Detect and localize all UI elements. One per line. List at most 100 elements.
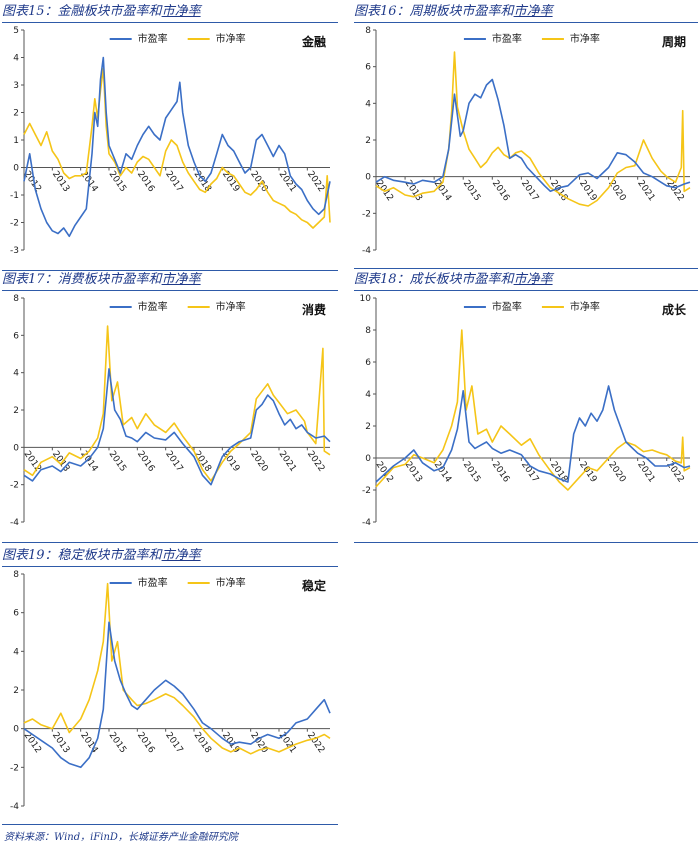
legend-label: 市净率	[216, 576, 246, 589]
chart-title-main: 金融板块市盈率和	[57, 4, 162, 19]
series-line	[375, 78, 691, 193]
x-tick-label: 2016	[490, 179, 511, 204]
chart-title-prefix: 图表16：	[354, 4, 410, 19]
legend-label: 市盈率	[138, 300, 168, 313]
y-tick-label: 5	[13, 26, 19, 36]
y-tick-label: -2	[362, 209, 371, 219]
y-tick-label: 2	[13, 686, 19, 696]
x-tick-label: 2017	[163, 169, 184, 193]
x-tick-label: 2015	[107, 449, 128, 473]
chart-title-prefix: 图表18：	[354, 272, 410, 287]
x-tick-label: 2017	[519, 179, 540, 203]
chart-title: 图表17：消费板块市盈率和市净率	[2, 270, 201, 290]
chart-title: 图表18：成长板块市盈率和市净率	[354, 270, 553, 290]
y-tick-label: -4	[10, 802, 19, 812]
source-footnote: 资料来源：Wind，iFinD，长城证券产业金融研究院	[4, 832, 238, 843]
y-tick-label: 6	[365, 358, 371, 368]
x-tick-label: 2021	[635, 179, 656, 203]
y-tick-label: 2	[365, 422, 371, 432]
x-tick-label: 2017	[519, 460, 540, 484]
chart-title: 图表15：金融板块市盈率和市净率	[2, 2, 201, 22]
title-rule	[2, 290, 338, 291]
title-rule	[354, 22, 698, 23]
y-tick-label: -2	[362, 486, 371, 496]
chart-title: 图表19：稳定板块市盈率和市净率	[2, 546, 201, 566]
y-tick-label: 0	[13, 725, 19, 735]
chart-title-main: 成长板块市盈率和	[409, 272, 514, 287]
sector-label: 金融	[301, 34, 326, 49]
chart-panel-growth: 图表18：成长板块市盈率和市净率 -4 -2 0 2 4 6 8 10 2012 2013 2014…	[354, 270, 698, 544]
chart-title-main: 周期板块市盈率和	[409, 4, 514, 19]
y-tick-label: 8	[13, 570, 19, 580]
y-tick-label: -4	[362, 518, 371, 528]
sector-label: 周期	[662, 34, 686, 49]
y-tick-label: 1	[13, 136, 19, 146]
y-tick-label: 4	[13, 647, 19, 657]
bottom-rule	[2, 824, 338, 825]
y-tick-label: 0	[365, 454, 371, 464]
x-tick-label: 2014	[432, 460, 453, 485]
x-tick-label: 2016	[135, 731, 156, 756]
legend-label: 市净率	[216, 32, 246, 45]
x-tick-label: 2016	[135, 449, 156, 474]
y-tick-label: 6	[13, 609, 19, 619]
bottom-rule	[354, 268, 698, 269]
y-tick-label: 0	[365, 173, 371, 183]
series-line	[23, 56, 331, 238]
x-tick-label: 2022	[305, 169, 326, 193]
y-tick-label: 6	[13, 331, 19, 341]
bottom-rule	[354, 542, 698, 543]
x-tick-label: 2020	[606, 460, 627, 485]
y-tick-label: 2	[13, 406, 19, 416]
y-tick-label: 2	[365, 136, 371, 146]
x-tick-label: 2013	[50, 449, 71, 473]
y-tick-label: -2	[10, 763, 19, 773]
series-line	[23, 67, 331, 229]
title-rule	[354, 290, 698, 291]
x-tick-label: 2013	[50, 169, 71, 193]
y-tick-label: 4	[365, 390, 371, 400]
legend-label: 市盈率	[138, 32, 168, 45]
y-tick-label: 8	[365, 26, 371, 36]
y-tick-label: -2	[10, 219, 19, 229]
bottom-rule	[2, 270, 338, 271]
x-tick-label: 2015	[107, 169, 128, 193]
chart-title-prefix: 图表19：	[2, 548, 58, 563]
y-tick-label: 0	[13, 443, 19, 453]
x-tick-label: 2019	[577, 179, 598, 204]
sector-label: 消费	[302, 302, 326, 317]
legend-label: 市盈率	[492, 300, 522, 313]
legend-label: 市盈率	[492, 32, 522, 45]
x-tick-label: 2019	[577, 460, 598, 485]
x-tick-label: 2015	[461, 460, 482, 484]
y-tick-label: -2	[10, 481, 19, 491]
chart-panel-stable: 图表19：稳定板块市盈率和市净率 -4 -2 0 2 4 6 8 2012 2013 2014 20…	[2, 546, 338, 826]
y-tick-label: -3	[10, 246, 19, 256]
x-tick-label: 2018	[192, 731, 213, 756]
x-tick-label: 2020	[248, 449, 269, 474]
legend-label: 市净率	[570, 32, 600, 45]
x-tick-label: 2016	[490, 460, 511, 485]
title-rule	[2, 22, 338, 23]
chart-title-tail: 市净率	[161, 548, 201, 563]
x-tick-label: 2016	[135, 169, 156, 194]
y-tick-label: 3	[13, 81, 19, 91]
chart-panel-consumer: 图表17：消费板块市盈率和市净率 -4 -2 0 2 4 6 8 2012 2013 2014 20…	[2, 270, 338, 544]
y-tick-label: -4	[10, 518, 19, 528]
x-tick-label: 2022	[305, 449, 326, 473]
chart-panel-cyclical: 图表16：周期板块市盈率和市净率 -4 -2 0 2 4 6 8 2012 2013 2014 20…	[354, 2, 698, 270]
title-rule	[2, 566, 338, 567]
series-line	[375, 385, 691, 483]
legend-label: 市盈率	[138, 576, 168, 589]
y-tick-label: 4	[365, 99, 371, 109]
legend-label: 市净率	[216, 300, 246, 313]
y-tick-label: 6	[365, 63, 371, 73]
x-tick-label: 2015	[461, 179, 482, 203]
legend-label: 市净率	[570, 300, 600, 313]
bottom-rule	[2, 542, 338, 543]
x-tick-label: 2017	[163, 449, 184, 473]
y-tick-label: 8	[13, 294, 19, 304]
